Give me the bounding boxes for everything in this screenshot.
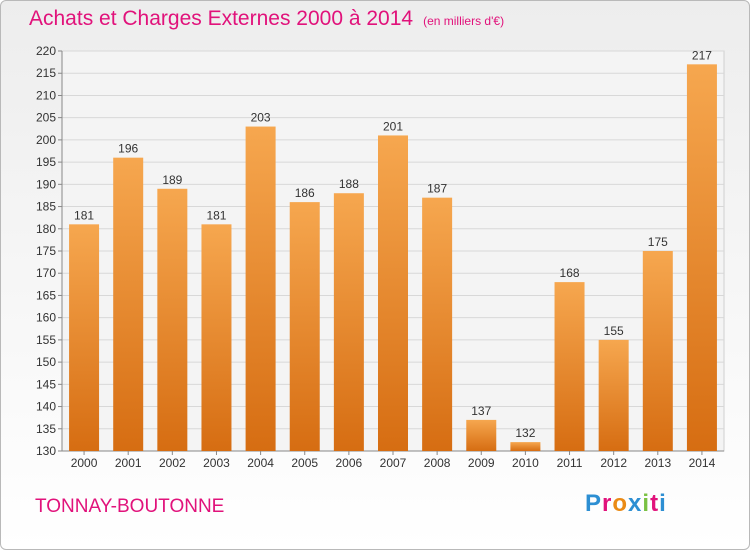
data-label: 187 [427, 182, 447, 196]
bar [510, 442, 541, 451]
x-tick-label: 2013 [644, 456, 671, 470]
x-tick-label: 2011 [557, 456, 583, 470]
y-tick-label: 185 [36, 200, 56, 214]
y-tick-label: 215 [36, 66, 56, 80]
data-label: 217 [692, 48, 712, 62]
y-tick-label: 200 [36, 133, 56, 147]
data-label: 137 [471, 404, 491, 418]
x-tick-label: 2008 [424, 456, 451, 470]
data-label: 189 [162, 173, 182, 187]
y-tick-label: 205 [36, 111, 56, 125]
x-tick-label: 2003 [203, 456, 230, 470]
x-tick-label: 2005 [291, 456, 318, 470]
logo-letter: t [650, 490, 660, 517]
y-tick-label: 130 [36, 444, 56, 458]
title-text: Achats et Charges Externes 2000 à 2014 [29, 7, 414, 30]
unit-note: (en milliers d'€) [423, 14, 505, 28]
y-tick-label: 150 [36, 355, 56, 369]
data-label: 132 [515, 426, 535, 440]
y-tick-label: 210 [36, 88, 56, 102]
x-tick-label: 2000 [71, 456, 98, 470]
bar [598, 339, 629, 451]
data-label: 181 [206, 208, 226, 222]
y-tick-label: 160 [36, 311, 56, 325]
data-label: 188 [339, 177, 359, 191]
x-tick-label: 2009 [468, 456, 495, 470]
data-label: 155 [604, 324, 624, 338]
x-tick-label: 2007 [380, 456, 407, 470]
bar [466, 419, 497, 451]
bar [157, 188, 188, 451]
bar [554, 282, 585, 451]
bar [642, 251, 673, 451]
y-tick-label: 195 [36, 155, 56, 169]
x-tick-label: 2010 [512, 456, 539, 470]
x-tick-label: 2002 [159, 456, 186, 470]
y-tick-label: 140 [36, 400, 56, 414]
bar [686, 64, 717, 452]
y-tick-label: 145 [36, 377, 56, 391]
logo-letter: i [659, 490, 667, 517]
bar [378, 135, 408, 451]
bar [113, 157, 144, 451]
data-label: 181 [74, 208, 94, 222]
x-tick-label: 2001 [115, 456, 142, 470]
logo-letter: o [612, 490, 629, 517]
data-label: 168 [560, 266, 580, 280]
logo-letter: r [602, 490, 613, 517]
bar [289, 202, 320, 451]
x-tick-label: 2004 [247, 456, 274, 470]
y-tick-label: 180 [36, 222, 56, 236]
data-label: 186 [295, 186, 315, 200]
logo-letter: i [642, 490, 651, 517]
data-label: 201 [383, 119, 403, 133]
commune-name: TONNAY-BOUTONNE [35, 496, 225, 517]
x-tick-label: 2014 [689, 456, 716, 470]
bar [333, 193, 364, 451]
x-tick-label: 2006 [336, 456, 363, 470]
data-label: 196 [118, 142, 138, 156]
logo-letter: x [628, 490, 643, 517]
proxiti-logo: Proxiti [585, 490, 667, 518]
x-tick-label: 2012 [600, 456, 627, 470]
y-tick-label: 165 [36, 288, 56, 302]
y-tick-label: 135 [36, 422, 56, 436]
chart-title: Achats et Charges Externes 2000 à 2014 (e… [29, 7, 504, 31]
bar [422, 197, 453, 451]
data-label: 203 [251, 111, 271, 125]
data-label: 175 [648, 235, 668, 249]
logo-letter: P [585, 490, 603, 517]
bar [201, 224, 232, 451]
y-tick-label: 170 [36, 266, 56, 280]
y-tick-label: 175 [36, 244, 56, 258]
bar [69, 224, 100, 451]
bar [245, 126, 276, 452]
y-tick-label: 220 [36, 44, 56, 58]
y-tick-label: 155 [36, 333, 56, 347]
y-tick-label: 190 [36, 177, 56, 191]
